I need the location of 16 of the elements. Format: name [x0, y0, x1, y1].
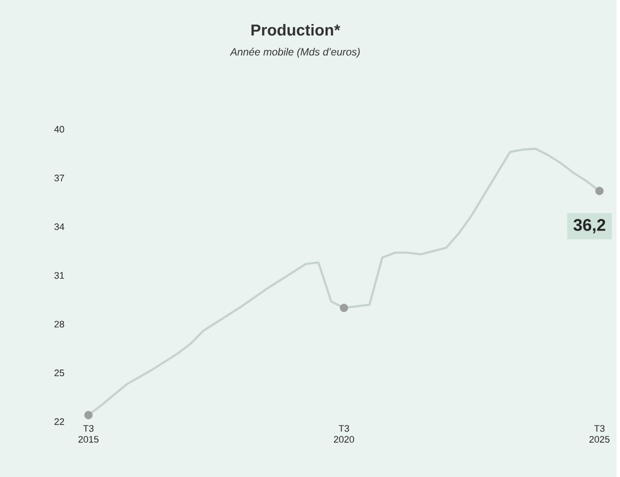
y-tick-label: 34 — [54, 223, 64, 230]
chart-subtitle: Année mobile (Mds d’euros) — [230, 48, 360, 58]
y-tick-label: 25 — [54, 369, 64, 376]
point — [595, 186, 604, 195]
y-tick-label: 40 — [54, 126, 64, 132]
point — [340, 304, 348, 312]
y-tick-label: 22 — [54, 418, 64, 425]
x-tick-label: T3 2015 — [78, 424, 99, 443]
y-tick-label: 31 — [54, 272, 64, 279]
x-tick-label: T3 2025 — [589, 424, 610, 443]
data-label: 36,2 — [574, 218, 606, 234]
y-tick-label: 28 — [54, 320, 64, 328]
chart-title: Production* — [251, 24, 340, 36]
y-tick-label: 37 — [54, 174, 64, 182]
x-tick-label: T3 2020 — [334, 424, 354, 443]
point — [84, 410, 93, 420]
